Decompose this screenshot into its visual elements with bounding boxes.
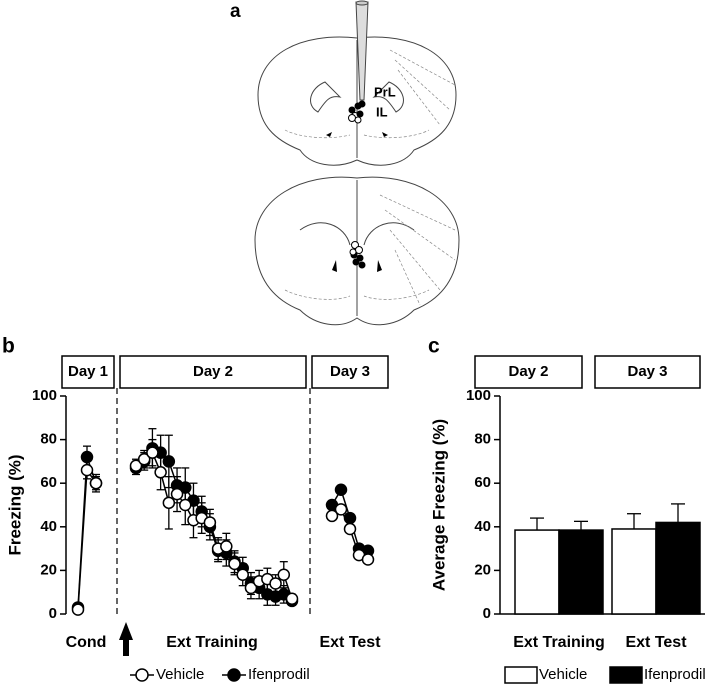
x-category-label: Ext Test	[319, 634, 381, 651]
legend-marker	[227, 668, 241, 682]
y-tick-label: 0	[483, 605, 491, 622]
data-point	[325, 509, 339, 523]
day-box	[594, 355, 701, 389]
region-label: IL	[376, 104, 388, 119]
y-tick-label: 60	[474, 474, 491, 491]
data-point	[129, 459, 143, 473]
injection-arrow	[119, 622, 133, 656]
x-category-label: Cond	[66, 634, 107, 651]
panel-label: a	[230, 1, 241, 22]
data-point	[71, 603, 85, 616]
data-point	[244, 581, 258, 595]
y-axis-title: Freezing (%)	[5, 454, 24, 555]
brain-section-lower	[254, 176, 460, 326]
bar	[514, 529, 560, 615]
y-tick-label: 80	[474, 431, 491, 448]
data-point	[179, 481, 192, 494]
legend-swatch	[609, 666, 643, 684]
y-tick-label: 20	[474, 561, 491, 578]
x-category-label: Ext Training	[513, 634, 605, 651]
day-label: Day 3	[627, 363, 667, 380]
legend-label: Vehicle	[539, 666, 587, 683]
legend-marker	[135, 668, 149, 682]
y-tick-label: 40	[474, 518, 491, 535]
bar	[558, 529, 604, 615]
day-label: Day 2	[193, 363, 233, 380]
bar	[655, 521, 701, 615]
data-point	[170, 487, 184, 501]
data-point	[334, 483, 348, 496]
data-point	[137, 452, 151, 466]
day-box	[474, 355, 583, 389]
day-label: Day 2	[508, 363, 548, 380]
y-tick-label: 40	[40, 518, 57, 535]
data-point	[80, 450, 94, 464]
legend-swatch	[504, 666, 538, 684]
bar	[611, 528, 657, 615]
y-axis-title: Average Freezing (%)	[429, 419, 448, 591]
legend-label: Ifenprodil	[248, 666, 310, 683]
data-point	[343, 522, 357, 536]
data-point	[236, 568, 249, 582]
y-tick-label: 100	[466, 387, 491, 404]
data-point	[162, 496, 176, 510]
day-box	[119, 355, 307, 389]
legend-label: Vehicle	[156, 666, 204, 683]
data-point	[154, 466, 167, 479]
data-point	[203, 516, 217, 529]
data-point	[361, 553, 375, 566]
data-point	[179, 498, 192, 512]
y-tick-label: 80	[40, 431, 57, 448]
data-point	[146, 446, 159, 459]
y-tick-label: 60	[40, 474, 57, 491]
data-point	[277, 568, 291, 582]
panel-label: c	[428, 335, 440, 358]
series-line	[77, 467, 97, 610]
region-label: PrL	[374, 84, 396, 99]
y-tick-label: 20	[40, 561, 57, 578]
day-label: Day 1	[68, 363, 108, 380]
x-category-label: Ext Training	[166, 634, 258, 651]
day-box	[61, 355, 115, 389]
data-point	[285, 592, 299, 605]
data-point	[334, 503, 348, 516]
day-label: Day 3	[330, 363, 370, 380]
legend-label: Ifenprodil	[644, 666, 706, 683]
panel-label: b	[2, 335, 15, 358]
y-tick-label: 100	[32, 387, 57, 404]
day-box	[311, 355, 389, 389]
data-point	[228, 557, 241, 571]
brain-section-upper	[257, 0, 457, 166]
data-point	[220, 540, 233, 553]
data-point	[162, 455, 176, 468]
data-point	[89, 476, 103, 490]
y-tick-label: 0	[49, 605, 57, 622]
data-point	[80, 463, 94, 477]
x-category-label: Ext Test	[625, 634, 687, 651]
data-point	[343, 511, 357, 525]
data-point	[269, 577, 282, 590]
